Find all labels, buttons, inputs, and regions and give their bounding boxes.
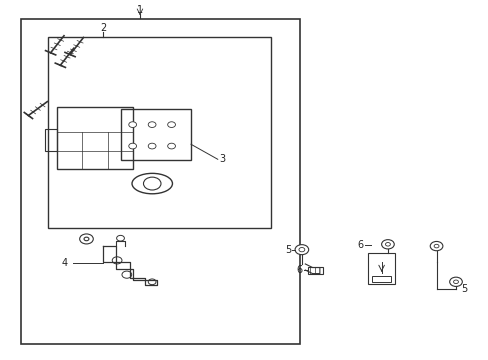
Bar [307,267,323,274]
Ellipse shape [132,174,172,194]
Bar [57,107,132,169]
Text: 1: 1 [137,5,142,15]
Circle shape [449,277,461,287]
Text: 6: 6 [357,240,363,250]
Circle shape [433,244,438,248]
Circle shape [385,243,389,246]
Bar [45,129,57,150]
Circle shape [429,242,442,251]
Circle shape [84,237,89,241]
Circle shape [122,271,131,278]
Text: 3: 3 [219,154,225,164]
Circle shape [148,279,156,285]
Circle shape [128,143,136,149]
Circle shape [298,248,304,252]
Circle shape [80,234,93,244]
Bar [21,19,300,344]
Text: 6: 6 [296,265,302,275]
Circle shape [453,280,458,284]
Circle shape [143,177,161,190]
Circle shape [116,235,124,241]
Bar [47,37,271,228]
Text: 5: 5 [460,284,466,294]
Circle shape [112,257,122,264]
Circle shape [167,122,175,127]
Text: 5: 5 [285,245,290,255]
Bar [368,253,394,284]
Bar [120,109,191,160]
Circle shape [167,143,175,149]
Text: 4: 4 [61,258,67,268]
Circle shape [148,143,156,149]
Circle shape [294,245,308,255]
Circle shape [148,122,156,127]
Circle shape [128,122,136,127]
Circle shape [381,240,393,249]
Text: 2: 2 [100,23,106,33]
Bar [372,276,390,282]
